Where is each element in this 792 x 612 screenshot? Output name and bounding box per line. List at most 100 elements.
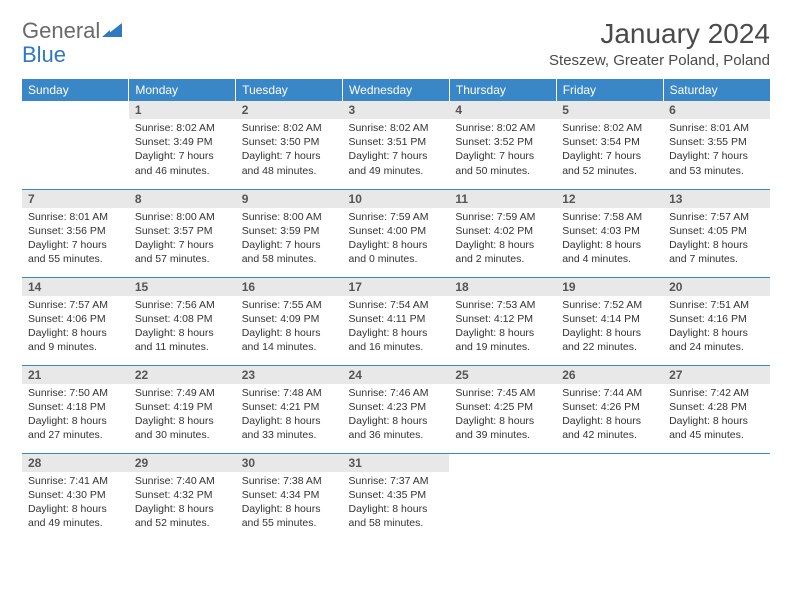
cell-line: Daylight: 8 hours [455, 326, 550, 340]
cell-line: Sunrise: 8:02 AM [349, 121, 444, 135]
cell-line: Sunset: 4:19 PM [135, 400, 230, 414]
cell-line: Sunset: 3:55 PM [669, 135, 764, 149]
cell-line: and 11 minutes. [135, 340, 230, 354]
cell-line: Sunset: 3:51 PM [349, 135, 444, 149]
calendar-cell [22, 101, 129, 189]
cell-body: Sunrise: 8:01 AMSunset: 3:55 PMDaylight:… [663, 119, 770, 182]
cell-line: and 36 minutes. [349, 428, 444, 442]
cell-line: Sunset: 4:08 PM [135, 312, 230, 326]
day-number: 9 [236, 190, 343, 208]
calendar-cell: 30Sunrise: 7:38 AMSunset: 4:34 PMDayligh… [236, 453, 343, 541]
calendar-cell: 9Sunrise: 8:00 AMSunset: 3:59 PMDaylight… [236, 189, 343, 277]
calendar-head: SundayMondayTuesdayWednesdayThursdayFrid… [22, 79, 770, 101]
day-number: 6 [663, 101, 770, 119]
cell-body: Sunrise: 7:41 AMSunset: 4:30 PMDaylight:… [22, 472, 129, 535]
cell-body: Sunrise: 7:48 AMSunset: 4:21 PMDaylight:… [236, 384, 343, 447]
cell-line: Daylight: 8 hours [562, 414, 657, 428]
day-number: 2 [236, 101, 343, 119]
cell-line: Sunrise: 7:53 AM [455, 298, 550, 312]
cell-line: Sunset: 4:02 PM [455, 224, 550, 238]
cell-line: Sunrise: 8:02 AM [455, 121, 550, 135]
calendar-cell: 13Sunrise: 7:57 AMSunset: 4:05 PMDayligh… [663, 189, 770, 277]
calendar-cell: 27Sunrise: 7:42 AMSunset: 4:28 PMDayligh… [663, 365, 770, 453]
cell-line: Sunset: 4:03 PM [562, 224, 657, 238]
cell-body: Sunrise: 7:57 AMSunset: 4:06 PMDaylight:… [22, 296, 129, 359]
cell-body [556, 472, 663, 478]
brand-logo: General [22, 18, 126, 44]
cell-body: Sunrise: 7:40 AMSunset: 4:32 PMDaylight:… [129, 472, 236, 535]
cell-line: Daylight: 8 hours [135, 326, 230, 340]
cell-line: Daylight: 8 hours [349, 238, 444, 252]
cell-line: Sunset: 4:05 PM [669, 224, 764, 238]
cell-line: Sunset: 4:09 PM [242, 312, 337, 326]
day-number: 29 [129, 454, 236, 472]
calendar-cell: 15Sunrise: 7:56 AMSunset: 4:08 PMDayligh… [129, 277, 236, 365]
calendar-cell [663, 453, 770, 541]
day-number: 7 [22, 190, 129, 208]
day-number: 13 [663, 190, 770, 208]
cell-line: Daylight: 7 hours [135, 149, 230, 163]
calendar-cell: 29Sunrise: 7:40 AMSunset: 4:32 PMDayligh… [129, 453, 236, 541]
cell-body [449, 472, 556, 478]
cell-line: Daylight: 7 hours [242, 149, 337, 163]
cell-body: Sunrise: 7:49 AMSunset: 4:19 PMDaylight:… [129, 384, 236, 447]
cell-body: Sunrise: 7:46 AMSunset: 4:23 PMDaylight:… [343, 384, 450, 447]
calendar-cell: 16Sunrise: 7:55 AMSunset: 4:09 PMDayligh… [236, 277, 343, 365]
day-number: 17 [343, 278, 450, 296]
cell-line: Sunset: 4:06 PM [28, 312, 123, 326]
cell-line: Sunset: 4:21 PM [242, 400, 337, 414]
cell-line: Sunset: 4:32 PM [135, 488, 230, 502]
calendar-table: SundayMondayTuesdayWednesdayThursdayFrid… [22, 79, 770, 541]
day-number: 10 [343, 190, 450, 208]
cell-line: Sunrise: 8:00 AM [242, 210, 337, 224]
cell-line: Sunset: 4:00 PM [349, 224, 444, 238]
cell-line: Daylight: 8 hours [349, 502, 444, 516]
cell-body: Sunrise: 8:01 AMSunset: 3:56 PMDaylight:… [22, 208, 129, 271]
cell-line: Sunrise: 8:02 AM [562, 121, 657, 135]
cell-line: Sunset: 4:14 PM [562, 312, 657, 326]
calendar-week-row: 14Sunrise: 7:57 AMSunset: 4:06 PMDayligh… [22, 277, 770, 365]
cell-line: Daylight: 7 hours [349, 149, 444, 163]
cell-line: and 46 minutes. [135, 164, 230, 178]
day-number: 1 [129, 101, 236, 119]
calendar-cell: 26Sunrise: 7:44 AMSunset: 4:26 PMDayligh… [556, 365, 663, 453]
day-number: 4 [449, 101, 556, 119]
cell-line: Sunset: 3:54 PM [562, 135, 657, 149]
cell-line: Daylight: 8 hours [562, 326, 657, 340]
cell-line: Sunset: 4:34 PM [242, 488, 337, 502]
day-number: 16 [236, 278, 343, 296]
cell-line: and 9 minutes. [28, 340, 123, 354]
calendar-cell: 31Sunrise: 7:37 AMSunset: 4:35 PMDayligh… [343, 453, 450, 541]
cell-body: Sunrise: 7:54 AMSunset: 4:11 PMDaylight:… [343, 296, 450, 359]
cell-line: Daylight: 8 hours [28, 326, 123, 340]
cell-line: Sunset: 4:16 PM [669, 312, 764, 326]
cell-body: Sunrise: 7:58 AMSunset: 4:03 PMDaylight:… [556, 208, 663, 271]
cell-line: Daylight: 7 hours [562, 149, 657, 163]
calendar-cell: 10Sunrise: 7:59 AMSunset: 4:00 PMDayligh… [343, 189, 450, 277]
calendar-cell: 7Sunrise: 8:01 AMSunset: 3:56 PMDaylight… [22, 189, 129, 277]
cell-line: Daylight: 8 hours [242, 502, 337, 516]
calendar-cell: 18Sunrise: 7:53 AMSunset: 4:12 PMDayligh… [449, 277, 556, 365]
cell-line: Sunrise: 7:56 AM [135, 298, 230, 312]
calendar-cell [449, 453, 556, 541]
cell-line: and 49 minutes. [349, 164, 444, 178]
cell-line: Sunrise: 7:58 AM [562, 210, 657, 224]
calendar-week-row: 7Sunrise: 8:01 AMSunset: 3:56 PMDaylight… [22, 189, 770, 277]
cell-body: Sunrise: 7:37 AMSunset: 4:35 PMDaylight:… [343, 472, 450, 535]
day-number: 25 [449, 366, 556, 384]
cell-line: and 48 minutes. [242, 164, 337, 178]
cell-body: Sunrise: 7:52 AMSunset: 4:14 PMDaylight:… [556, 296, 663, 359]
calendar-cell: 20Sunrise: 7:51 AMSunset: 4:16 PMDayligh… [663, 277, 770, 365]
cell-line: and 33 minutes. [242, 428, 337, 442]
day-number: 28 [22, 454, 129, 472]
calendar-cell: 17Sunrise: 7:54 AMSunset: 4:11 PMDayligh… [343, 277, 450, 365]
cell-line: Sunset: 4:11 PM [349, 312, 444, 326]
cell-line: and 50 minutes. [455, 164, 550, 178]
cell-line: and 19 minutes. [455, 340, 550, 354]
cell-line: Sunset: 3:50 PM [242, 135, 337, 149]
cell-line: and 16 minutes. [349, 340, 444, 354]
cell-line: Sunrise: 7:42 AM [669, 386, 764, 400]
day-number: 27 [663, 366, 770, 384]
day-header: Friday [556, 79, 663, 101]
cell-line: Sunrise: 7:54 AM [349, 298, 444, 312]
